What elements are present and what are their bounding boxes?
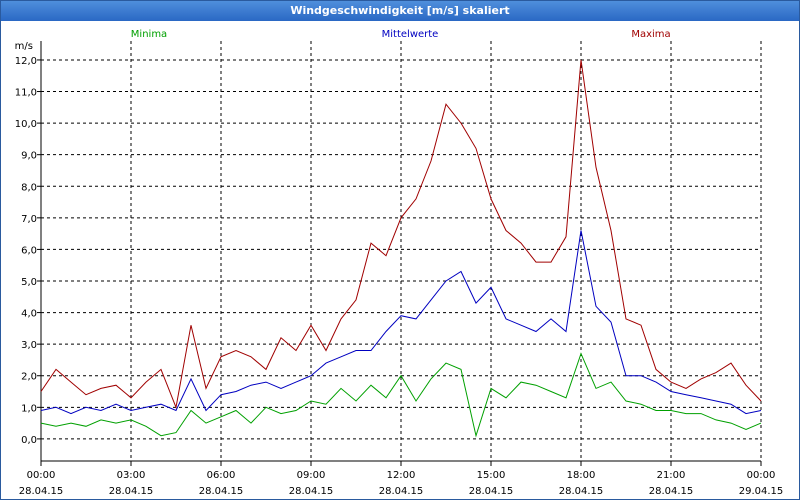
x-tick-date-label: 29.04.15 xyxy=(739,486,784,497)
y-tick-label: 2,0 xyxy=(21,372,37,383)
x-tick-time-label: 00:00 xyxy=(747,470,776,481)
x-tick-date-label: 28.04.15 xyxy=(289,486,334,497)
x-tick-time-label: 15:00 xyxy=(477,470,506,481)
y-tick-label: 9,0 xyxy=(21,151,37,162)
chart-title: Windgeschwindigkeit [m/s] skaliert xyxy=(1,1,799,21)
y-tick-label: 4,0 xyxy=(21,309,37,320)
x-tick-date-label: 28.04.15 xyxy=(19,486,64,497)
series-line-maxima xyxy=(40,59,762,410)
x-tick-time-label: 12:00 xyxy=(387,470,416,481)
legend: Minima Mittelwerte Maxima xyxy=(131,29,671,40)
series-line-minima xyxy=(40,352,762,438)
legend-entry-maxima: Maxima xyxy=(631,29,670,40)
y-axis-unit-label: m/s xyxy=(15,41,33,52)
x-tick-date-label: 28.04.15 xyxy=(469,486,514,497)
legend-entry-mittelwerte: Mittelwerte xyxy=(382,29,439,40)
series-line-mittelwerte xyxy=(40,230,762,415)
x-tick-time-label: 21:00 xyxy=(657,470,686,481)
y-tick-label: 10,0 xyxy=(15,119,37,130)
x-tick-date-label: 28.04.15 xyxy=(649,486,694,497)
x-tick-time-label: 18:00 xyxy=(567,470,596,481)
x-tick-time-label: 03:00 xyxy=(117,470,146,481)
series-lines xyxy=(40,59,762,438)
y-tick-label: 11,0 xyxy=(15,88,37,99)
y-tick-label: 12,0 xyxy=(15,56,37,67)
x-tick-time-label: 00:00 xyxy=(27,470,56,481)
x-tick-time-label: 06:00 xyxy=(207,470,236,481)
x-tick-date-label: 28.04.15 xyxy=(199,486,244,497)
x-tick-date-label: 28.04.15 xyxy=(559,486,604,497)
legend-entry-minima: Minima xyxy=(131,29,167,40)
y-tick-label: 6,0 xyxy=(21,245,37,256)
y-tick-label: 0,0 xyxy=(21,435,37,446)
x-tick-date-label: 28.04.15 xyxy=(379,486,424,497)
y-tick-label: 1,0 xyxy=(21,403,37,414)
axes: 0,0 1,0 2,0 3,0 4,0 5,0 6,0 7,0 8,0 9,0 10,0 11,0 12… xyxy=(15,41,784,497)
y-tick-label: 5,0 xyxy=(21,277,37,288)
grid xyxy=(40,41,762,461)
y-tick-label: 3,0 xyxy=(21,340,37,351)
x-tick-date-label: 28.04.15 xyxy=(109,486,154,497)
x-tick-time-label: 09:00 xyxy=(297,470,326,481)
y-tick-label: 7,0 xyxy=(21,214,37,225)
y-tick-label: 8,0 xyxy=(21,182,37,193)
